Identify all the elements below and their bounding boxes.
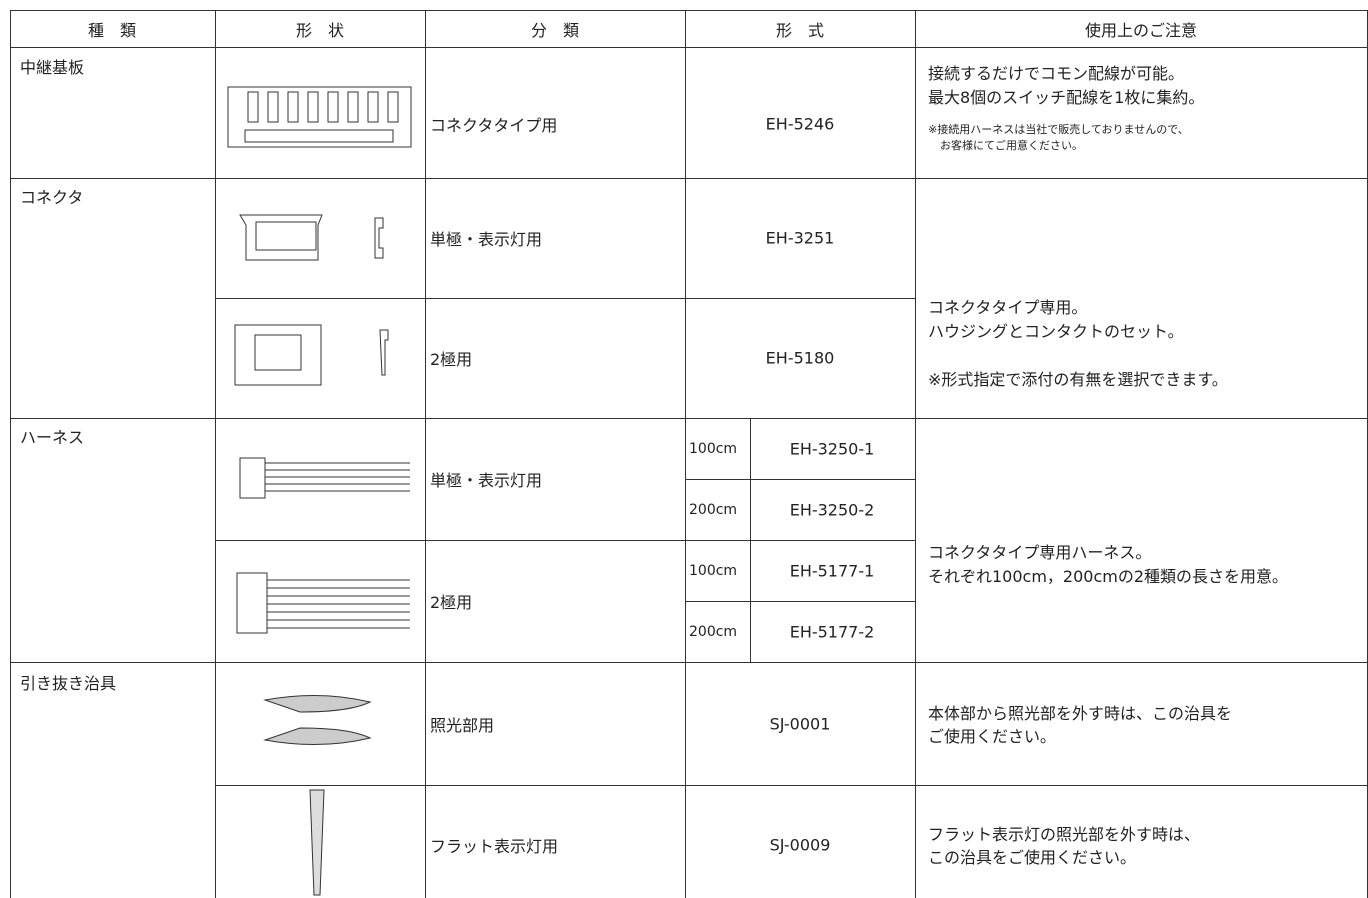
length: 100cm [689,441,738,457]
model: EH-5246 [765,114,835,134]
model: EH-3251 [765,228,835,248]
header-cell: 形 式 [775,21,825,40]
note: コネクタタイプ専用ハーネス。 [928,543,1152,562]
length: 100cm [689,563,738,579]
category: フラット表示灯用 [430,837,559,856]
note: コネクタタイプ専用。 [928,298,1088,317]
category: 単極・表示灯用 [430,230,543,249]
note: フラット表示灯の照光部を外す時は、 [928,825,1201,844]
model: EH-3250-1 [789,439,875,459]
note: ハウジングとコンタクトのセット。 [928,322,1184,341]
model: EH-3250-2 [789,500,875,520]
model: EH-5177-2 [789,622,875,642]
header-cell: 分 類 [530,21,580,40]
fine-print: ※接続用ハーネスは当社で販売しておりませんので、 [928,123,1189,136]
note: ご使用ください。 [928,727,1057,746]
category: 2極用 [430,593,473,612]
length: 200cm [689,624,738,640]
category: 単極・表示灯用 [430,471,543,490]
length: 200cm [689,502,738,518]
model: SJ-0009 [769,835,831,855]
illustrations [227,86,412,896]
fine-print: お客様にてご用意ください。 [940,139,1083,152]
category: 2極用 [430,350,473,369]
kind: コネクタ [20,188,84,207]
header-cell: 形 状 [295,21,345,40]
note: この治具をご使用ください。 [928,848,1137,867]
kind: ハーネス [20,428,85,447]
header-cell: 使用上のご注意 [1084,21,1198,40]
category: コネクタタイプ用 [430,116,558,135]
model: EH-5180 [765,348,835,368]
note: それぞれ100cm，200cmの2種類の長さを用意。 [928,567,1289,586]
model: SJ-0001 [769,714,831,734]
note: ※形式指定で添付の有無を選択できます。 [928,370,1228,389]
model: EH-5177-1 [789,561,875,581]
note: 最大8個のスイッチ配線を1枚に集約。 [928,88,1205,107]
note: 接続するだけでコモン配線が可能。 [928,64,1185,83]
note: 本体部から照光部を外す時は、この治具を [928,704,1233,723]
header-cell: 種 類 [87,21,137,40]
kind: 引き抜き治具 [20,674,117,693]
category: 照光部用 [430,716,495,735]
kind: 中継基板 [20,58,85,77]
